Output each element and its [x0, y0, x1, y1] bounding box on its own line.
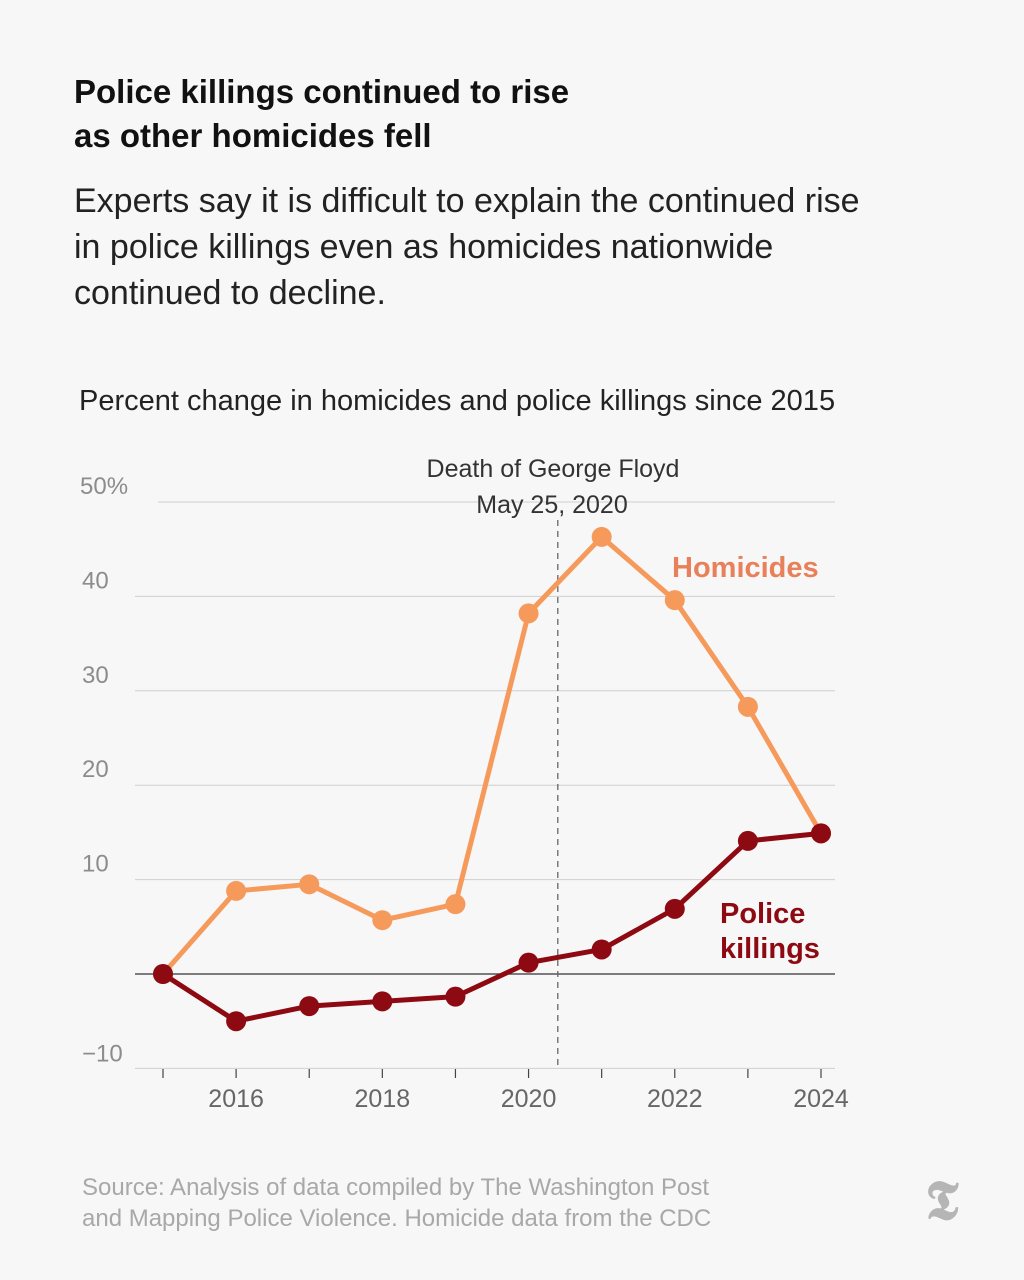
- x-tick-label: 2016: [208, 1085, 264, 1113]
- homicides-line: [160, 534, 824, 977]
- y-tick-label: −10: [82, 1040, 123, 1067]
- x-tick-label: 2020: [501, 1085, 557, 1113]
- y-tick-label: 40: [82, 567, 109, 594]
- annotation-label: Death of George Floyd: [427, 455, 680, 483]
- police-killings-point: [299, 996, 320, 1017]
- police-killings-point: [518, 952, 539, 973]
- homicides-point: [445, 894, 466, 915]
- chart-dek: Experts say it is difficult to explain t…: [74, 178, 944, 316]
- homicides-point: [372, 910, 393, 931]
- homicides-point: [518, 603, 539, 624]
- source-line-1: Source: Analysis of data compiled by The…: [82, 1174, 710, 1201]
- y-tick-label: 50%: [80, 473, 128, 500]
- chart-title: Percent change in homicides and police k…: [79, 385, 836, 417]
- headline-line-2: as other homicides fell: [74, 117, 432, 154]
- police-killings-point: [372, 991, 393, 1012]
- homicides-point: [591, 526, 612, 547]
- y-tick-label: 20: [82, 756, 109, 783]
- homicides-series-label: Homicides: [672, 552, 819, 584]
- new-york-times-logo-icon: 𝕿: [925, 1168, 959, 1232]
- police-killings-point: [811, 823, 831, 844]
- y-tick-label: 10: [82, 851, 109, 878]
- chart-headline: Police killings continued to rise as oth…: [74, 70, 774, 158]
- y-tick-label: 30: [82, 662, 109, 689]
- dek-line-3: continued to decline.: [74, 274, 386, 312]
- homicides-point: [664, 590, 685, 611]
- police-killings-point: [737, 830, 758, 851]
- homicides-point: [299, 874, 320, 895]
- homicides-point: [737, 696, 758, 717]
- police-killings-point: [591, 939, 612, 960]
- dek-line-1: Experts say it is difficult to explain t…: [74, 182, 860, 220]
- police-killings-point: [664, 898, 685, 919]
- police-killings-line: [160, 830, 824, 1024]
- x-tick-label: 2024: [793, 1085, 849, 1113]
- police-killings-series-label: Police killings: [720, 898, 820, 965]
- police-killings-point: [445, 986, 466, 1007]
- homicides-point: [226, 880, 247, 901]
- source-note: Source: Analysis of data compiled by The…: [82, 1172, 882, 1234]
- headline-line-1: Police killings continued to rise: [74, 73, 570, 110]
- x-tick-label: 2022: [647, 1085, 703, 1113]
- source-line-2: and Mapping Police Violence. Homicide da…: [82, 1205, 712, 1232]
- police-killings-point: [153, 964, 173, 984]
- line-chart: 50% 40 30 20 10 −10 2016 2018 2020 2022 2024 Death …: [80, 455, 849, 1113]
- dek-line-2: in police killings even as homicides nat…: [74, 228, 774, 266]
- police-killings-point: [226, 1011, 247, 1032]
- annotation-date: May 25, 2020: [476, 491, 628, 519]
- x-tick-label: 2018: [355, 1085, 411, 1113]
